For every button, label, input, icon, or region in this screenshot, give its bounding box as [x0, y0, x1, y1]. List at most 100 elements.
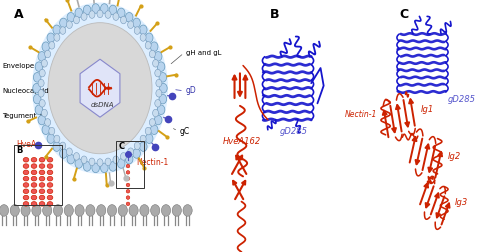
Circle shape — [100, 4, 108, 13]
Circle shape — [157, 105, 165, 115]
Circle shape — [74, 153, 80, 160]
Circle shape — [100, 163, 108, 173]
Ellipse shape — [47, 158, 53, 162]
Circle shape — [150, 205, 160, 216]
Circle shape — [140, 25, 147, 35]
Text: gH and gL: gH and gL — [186, 50, 222, 56]
Circle shape — [109, 5, 116, 15]
Text: HveA162: HveA162 — [223, 137, 261, 146]
Circle shape — [35, 62, 43, 71]
Text: Ig3: Ig3 — [455, 198, 468, 207]
Ellipse shape — [23, 195, 29, 200]
Ellipse shape — [31, 158, 37, 162]
Circle shape — [146, 134, 153, 143]
Ellipse shape — [126, 164, 130, 168]
Circle shape — [105, 158, 111, 166]
Circle shape — [113, 13, 119, 20]
Ellipse shape — [126, 183, 130, 187]
Ellipse shape — [31, 189, 37, 194]
Circle shape — [172, 205, 182, 216]
Circle shape — [183, 205, 192, 216]
Circle shape — [66, 21, 72, 28]
Circle shape — [120, 16, 126, 24]
Circle shape — [113, 156, 119, 164]
Circle shape — [75, 159, 82, 168]
Ellipse shape — [47, 164, 53, 168]
Circle shape — [134, 142, 140, 150]
Ellipse shape — [126, 202, 130, 206]
Circle shape — [66, 148, 72, 155]
Circle shape — [67, 13, 74, 22]
Bar — [116, 141, 144, 188]
Circle shape — [92, 4, 100, 13]
Ellipse shape — [39, 189, 45, 194]
Ellipse shape — [47, 170, 53, 175]
Circle shape — [42, 125, 50, 135]
Circle shape — [145, 127, 151, 135]
Circle shape — [109, 162, 116, 171]
Circle shape — [150, 119, 156, 126]
Circle shape — [54, 205, 62, 216]
Ellipse shape — [31, 202, 37, 206]
Circle shape — [54, 135, 60, 143]
Ellipse shape — [31, 164, 37, 168]
Circle shape — [89, 158, 95, 166]
Text: gD: gD — [186, 86, 197, 95]
Circle shape — [133, 149, 140, 158]
Circle shape — [32, 3, 168, 174]
Ellipse shape — [39, 176, 45, 181]
Ellipse shape — [23, 183, 29, 187]
Circle shape — [159, 73, 166, 82]
Circle shape — [118, 159, 125, 168]
Circle shape — [126, 13, 133, 22]
Circle shape — [75, 8, 82, 18]
Text: Ig1: Ig1 — [421, 105, 434, 114]
Circle shape — [150, 50, 156, 58]
Circle shape — [140, 142, 147, 151]
Circle shape — [75, 205, 84, 216]
Ellipse shape — [31, 183, 37, 187]
Text: C: C — [399, 8, 408, 21]
Circle shape — [39, 100, 45, 107]
Circle shape — [67, 154, 74, 164]
Text: Nucleocapsid: Nucleocapsid — [2, 88, 48, 94]
Circle shape — [92, 163, 100, 173]
Ellipse shape — [39, 202, 45, 206]
Circle shape — [96, 205, 106, 216]
Ellipse shape — [47, 189, 53, 194]
Circle shape — [47, 33, 54, 43]
Circle shape — [133, 18, 140, 28]
Circle shape — [152, 109, 158, 117]
Circle shape — [42, 59, 48, 67]
Circle shape — [152, 59, 158, 67]
Ellipse shape — [23, 164, 29, 168]
Circle shape — [47, 134, 54, 143]
Circle shape — [38, 79, 44, 87]
Ellipse shape — [126, 190, 130, 193]
Circle shape — [60, 142, 66, 150]
Ellipse shape — [31, 195, 37, 200]
Ellipse shape — [23, 202, 29, 206]
Circle shape — [54, 34, 60, 41]
Ellipse shape — [126, 177, 130, 180]
Circle shape — [145, 42, 151, 49]
Ellipse shape — [39, 183, 45, 187]
Polygon shape — [80, 59, 120, 117]
Text: HveA: HveA — [16, 140, 36, 149]
Circle shape — [34, 94, 41, 104]
Circle shape — [64, 205, 74, 216]
Circle shape — [38, 115, 46, 125]
Ellipse shape — [39, 158, 45, 162]
Circle shape — [34, 73, 41, 82]
Circle shape — [49, 42, 55, 49]
Circle shape — [159, 94, 166, 104]
Ellipse shape — [23, 176, 29, 181]
Circle shape — [74, 16, 80, 24]
Ellipse shape — [47, 195, 53, 200]
Circle shape — [155, 69, 161, 77]
Circle shape — [118, 8, 125, 18]
Ellipse shape — [23, 189, 29, 194]
Circle shape — [33, 83, 40, 93]
Circle shape — [140, 205, 149, 216]
Text: B: B — [270, 8, 279, 21]
